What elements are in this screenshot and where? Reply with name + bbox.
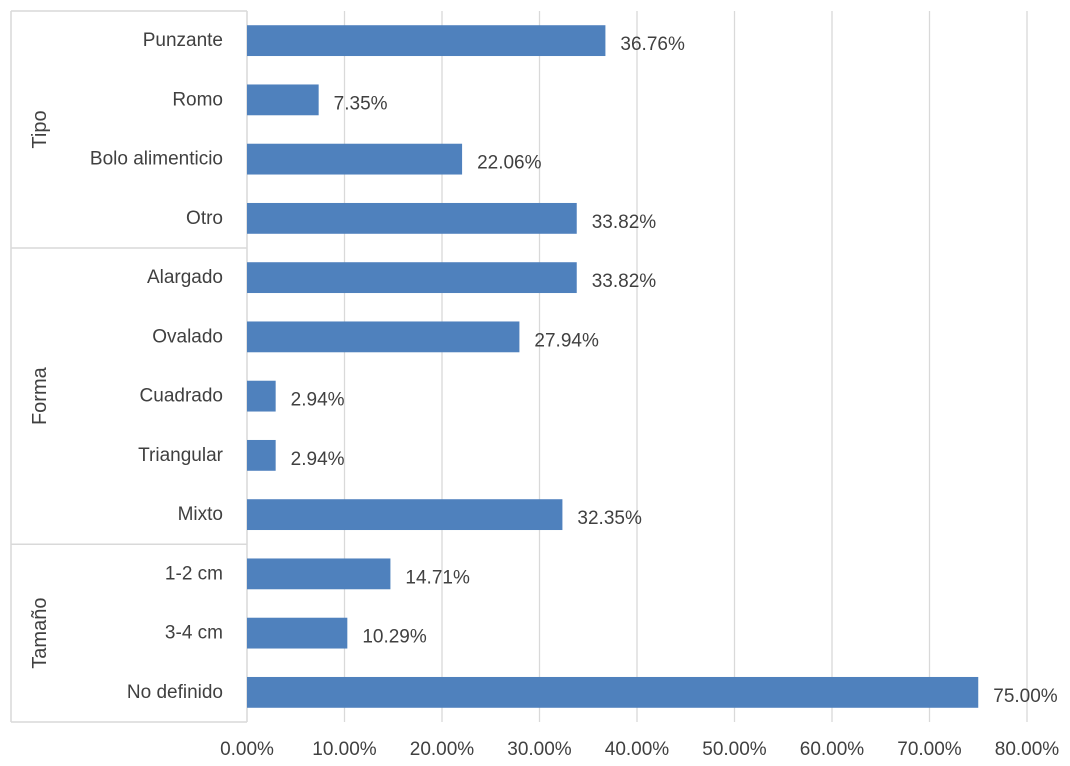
bar	[247, 380, 276, 412]
category-label: No definido	[127, 682, 223, 703]
x-tick-label: 20.00%	[410, 739, 475, 760]
data-label: 2.94%	[291, 449, 345, 470]
bar	[247, 262, 577, 294]
labels: 0.00% 10.00% 20.00% 30.00% 40.00% 50.00% 60.00…	[29, 30, 1059, 760]
data-label: 22.06%	[477, 153, 542, 174]
data-label: 14.71%	[405, 567, 470, 588]
category-label: Bolo alimenticio	[90, 149, 223, 170]
data-label: 2.94%	[291, 390, 345, 411]
category-label: Romo	[172, 89, 223, 110]
category-label: Punzante	[143, 30, 223, 51]
bar	[247, 499, 563, 531]
group-label: Tamaño	[29, 598, 51, 669]
bar	[247, 439, 276, 471]
category-label: Ovalado	[152, 326, 223, 347]
axes	[10, 10, 248, 723]
category-label: Mixto	[178, 504, 223, 525]
category-label: 1-2 cm	[165, 563, 223, 584]
data-label: 33.82%	[592, 212, 657, 233]
data-label: 7.35%	[334, 93, 388, 114]
x-tick-label: 30.00%	[507, 739, 572, 760]
x-tick-label: 10.00%	[312, 739, 377, 760]
data-label: 33.82%	[592, 271, 657, 292]
category-label: Triangular	[138, 445, 224, 466]
category-label: Alargado	[147, 267, 223, 288]
bar	[247, 143, 463, 175]
data-label: 32.35%	[577, 508, 642, 529]
bar	[247, 202, 577, 234]
x-tick-label: 50.00%	[702, 739, 767, 760]
x-tick-label: 70.00%	[897, 739, 962, 760]
category-label: 3-4 cm	[165, 623, 223, 644]
gridlines	[343, 11, 1028, 722]
bar	[247, 558, 391, 590]
bar	[247, 321, 520, 353]
group-label: Tipo	[29, 110, 51, 148]
data-label: 75.00%	[993, 686, 1058, 707]
category-label: Cuadrado	[140, 386, 223, 407]
data-label: 27.94%	[534, 330, 599, 351]
group-label: Forma	[29, 366, 51, 425]
bar	[247, 25, 606, 57]
data-label: 36.76%	[620, 34, 685, 55]
bar	[247, 676, 979, 708]
data-label: 10.29%	[362, 627, 427, 648]
bar	[247, 84, 319, 116]
x-tick-label: 40.00%	[605, 739, 670, 760]
x-tick-label: 0.00%	[220, 739, 274, 760]
bars	[247, 25, 979, 708]
x-tick-label: 60.00%	[800, 739, 865, 760]
x-tick-label: 80.00%	[995, 739, 1060, 760]
category-label: Otro	[186, 208, 223, 229]
bar	[247, 617, 348, 649]
